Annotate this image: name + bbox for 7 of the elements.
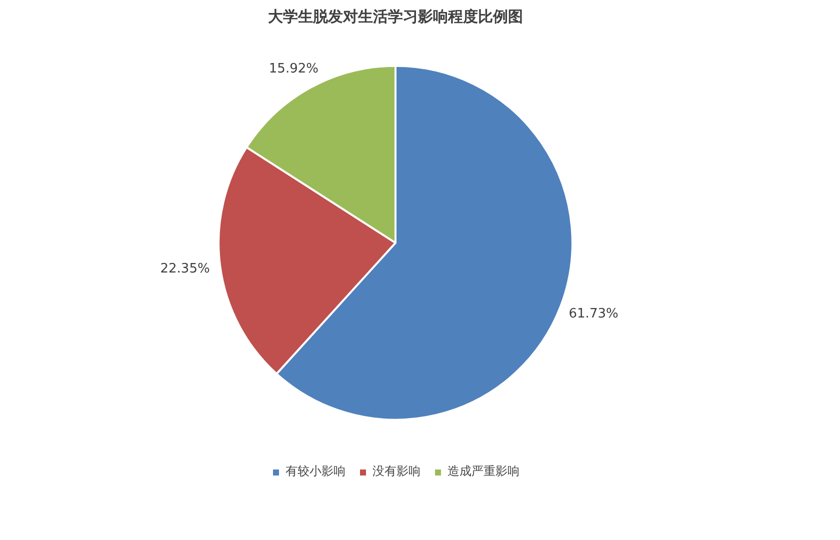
legend-label: 造成严重影响: [448, 463, 520, 480]
data-label: 61.73%: [568, 306, 618, 322]
chart-title: 大学生脱发对生活学习影响程度比例图: [268, 8, 523, 26]
data-label: 22.35%: [160, 261, 210, 276]
data-label: 15.92%: [268, 61, 318, 76]
legend-label: 没有影响: [372, 463, 420, 480]
legend-label: 有较小影响: [286, 463, 346, 480]
